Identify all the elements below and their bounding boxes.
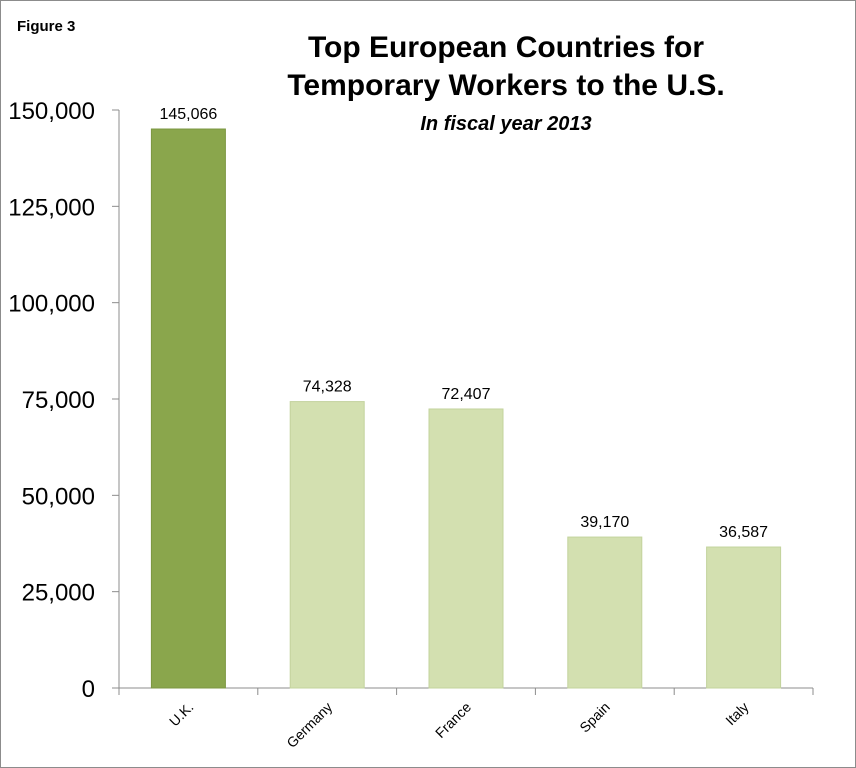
data-label: 72,407 (442, 386, 491, 403)
bar-france (428, 408, 504, 689)
y-tick-label: 150,000 (8, 98, 95, 125)
x-tick-label: Spain (576, 699, 613, 736)
data-label: 74,328 (303, 379, 352, 396)
data-label: 36,587 (719, 524, 768, 541)
chart-title-line-2: Temporary Workers to the U.S. (287, 69, 725, 102)
x-tick-label: U.K. (166, 699, 197, 730)
y-tick-label: 50,000 (22, 483, 95, 510)
y-tick-label: 75,000 (22, 387, 95, 414)
y-tick-label: 0 (82, 676, 95, 703)
chart-subtitle: In fiscal year 2013 (420, 113, 592, 135)
bar-germany (289, 401, 365, 689)
y-tick-label: 125,000 (8, 194, 95, 221)
x-tick-label: Germany (283, 699, 335, 751)
bar-italy (706, 546, 782, 689)
chart-title-line-1: Top European Countries for (307, 31, 705, 64)
chart-title: Top European Countries for Temporary Wor… (256, 29, 756, 105)
bar-spain (567, 536, 643, 689)
bar-uk (150, 128, 226, 689)
data-label: 145,066 (159, 106, 217, 123)
figure-label: Figure 3 (17, 18, 76, 35)
x-tick-label: Italy (722, 699, 751, 728)
x-tick-label: France (432, 699, 474, 741)
data-label: 39,170 (580, 514, 629, 531)
y-tick-label: 25,000 (22, 580, 95, 607)
y-tick-label: 100,000 (8, 291, 95, 318)
